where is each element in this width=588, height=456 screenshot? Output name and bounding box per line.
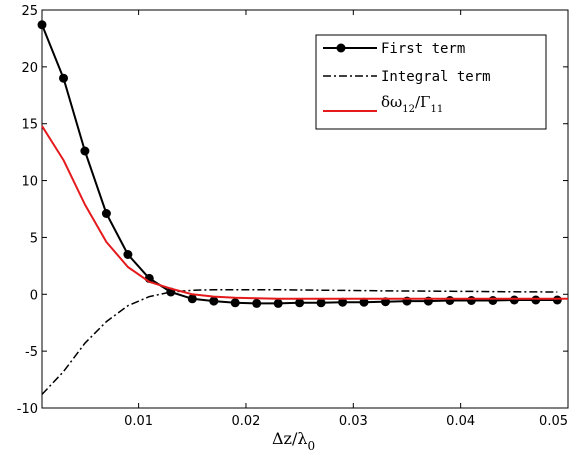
data-point [488,296,498,305]
x-tick-label: 0.05 [539,414,568,429]
x-tick-label: 0.04 [446,414,475,429]
y-tick-label: 25 [21,4,38,19]
series-line-1 [41,288,558,395]
series-line-2 [41,125,568,300]
data-point [295,298,305,308]
data-point [359,297,369,307]
legend-box [315,34,547,130]
y-tick-label: 0 [30,288,38,303]
x-tick-label: 0.02 [231,414,260,429]
legend-label-first-term: First term [381,41,465,57]
data-point [37,20,47,30]
y-tick-label: -10 [17,402,38,417]
x-axis: 0.01 0.02 0.03 0.04 0.05 [124,10,569,429]
data-point [509,295,519,305]
y-axis: -10 -5 0 5 10 15 20 25 [17,4,568,417]
data-point [531,295,541,305]
data-point [445,296,455,305]
data-point [123,250,133,259]
data-point [230,298,240,308]
x-tick-label: 0.03 [339,414,368,429]
y-tick-label: 15 [21,118,38,133]
series-layer [37,20,568,395]
data-point [59,73,68,83]
legend-label-delta-omega: δω12/Γ11 [381,93,443,115]
data-point [80,146,90,156]
legend-marker-first-term [336,43,346,53]
data-point [273,298,283,308]
x-tick-label: 0.01 [124,414,153,429]
legend-label-integral-term: Integral term [381,69,491,85]
y-tick-label: 10 [21,175,38,190]
data-point [316,298,326,308]
data-point [209,296,219,306]
data-point [101,209,111,218]
y-tick-label: 5 [30,231,38,246]
legend: First term Integral term δω12/Γ11 [315,34,547,130]
data-point [466,296,476,305]
data-point [187,294,197,304]
y-tick-label: 20 [21,61,38,76]
data-point [338,297,348,307]
y-tick-label: -5 [25,345,38,360]
x-axis-label: Δz/λ0 [272,429,315,453]
data-point [252,298,262,308]
data-point [552,295,562,305]
